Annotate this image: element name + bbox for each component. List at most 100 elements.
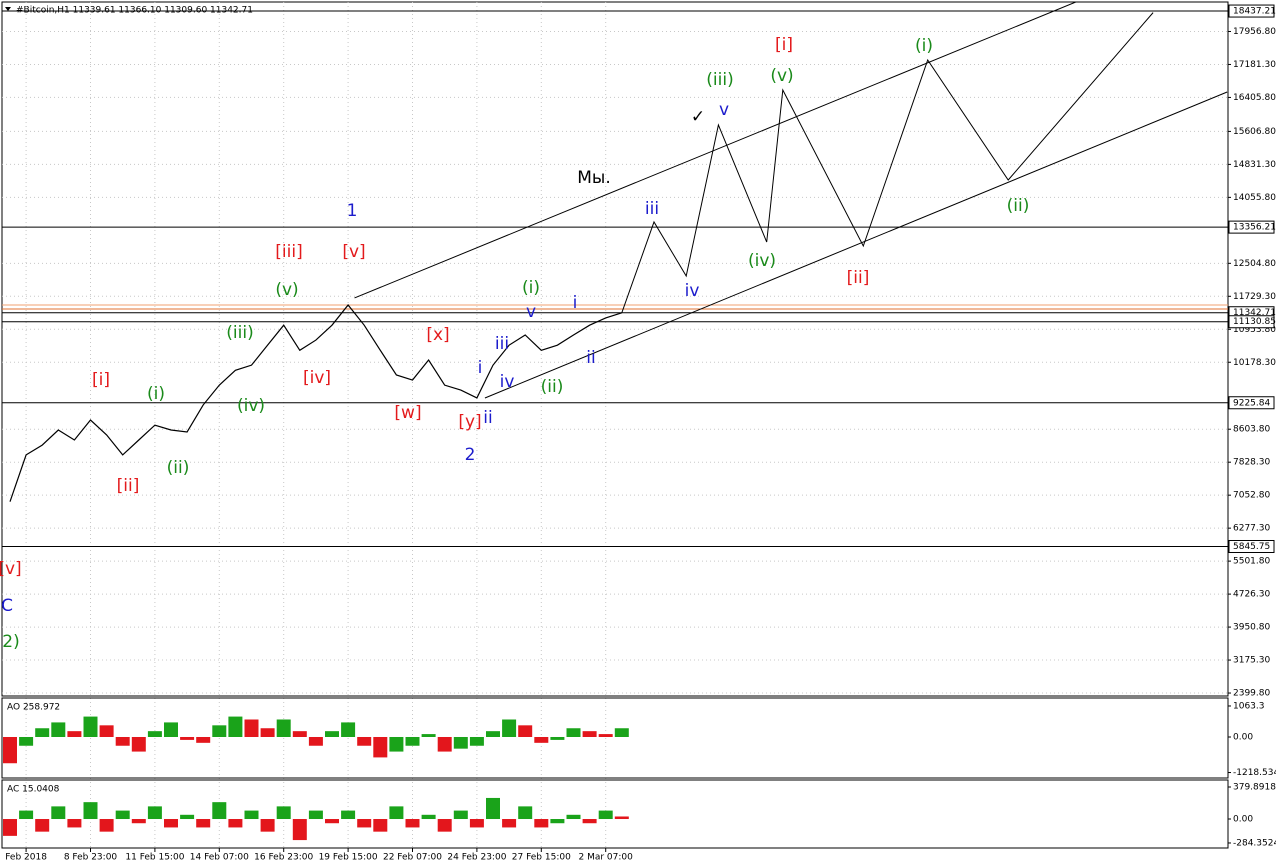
histogram-bar xyxy=(582,731,597,737)
histogram-bar xyxy=(469,819,484,828)
wave-label: [i] xyxy=(775,35,793,55)
level-box xyxy=(1228,220,1275,234)
wave-label: ii xyxy=(483,408,492,428)
wave-label: 1 xyxy=(347,201,358,221)
wave-label: [ii] xyxy=(117,476,140,496)
histogram-bar xyxy=(357,819,372,828)
indicator-title: AC 15.0408 xyxy=(7,785,60,795)
histogram-bar xyxy=(325,819,339,824)
histogram-bar xyxy=(3,819,17,836)
y-tick-label: -1218.534 xyxy=(1233,768,1276,778)
wave-label: (ii) xyxy=(1007,196,1030,216)
histogram-bar xyxy=(180,736,195,740)
wave-label: [i] xyxy=(92,370,110,390)
wave-label: (v) xyxy=(275,280,298,300)
wave-label: (i) xyxy=(915,36,933,56)
y-tick-label: 3950.80 xyxy=(1233,623,1270,633)
level-box xyxy=(1228,315,1275,329)
histogram-bar xyxy=(276,719,291,737)
x-tick-label: 22 Feb 07:00 xyxy=(383,853,442,863)
x-tick-label: 24 Feb 23:00 xyxy=(447,853,506,863)
price-line xyxy=(9,304,622,502)
level-box xyxy=(1228,539,1275,553)
wave-label: (iv) xyxy=(237,396,265,416)
wave-label: 2 xyxy=(465,445,476,465)
histogram-bar xyxy=(325,731,339,737)
wave-label: [v] xyxy=(342,242,365,262)
histogram-bar xyxy=(19,810,34,820)
wave-label: (i) xyxy=(147,384,165,404)
histogram-bar xyxy=(534,819,549,828)
histogram-bar xyxy=(292,731,307,737)
x-tick-label: 27 Feb 15:00 xyxy=(512,853,571,863)
y-tick-label: 7052.80 xyxy=(1233,491,1270,501)
histogram-bar xyxy=(51,806,66,820)
x-tick-label: 11 Feb 15:00 xyxy=(125,853,184,863)
wave-label: [w] xyxy=(394,403,421,423)
y-tick-label: 2399.80 xyxy=(1233,689,1270,699)
level-label: 9225.84 xyxy=(1233,398,1270,408)
histogram-bar xyxy=(550,819,565,824)
histogram-bar xyxy=(260,819,275,832)
level-label: 11342.71 xyxy=(1233,308,1276,318)
histogram-bar xyxy=(486,797,500,820)
histogram-bar xyxy=(550,736,565,740)
histogram-bar xyxy=(83,802,98,820)
wave-label: (ii) xyxy=(541,377,564,397)
wave-label: [ii] xyxy=(847,268,870,288)
wave-label: [y] xyxy=(458,412,481,432)
level-label: 11130.85 xyxy=(1233,317,1276,327)
histogram-bar xyxy=(131,819,146,824)
y-tick-label: 12504.80 xyxy=(1233,259,1276,269)
histogram-bar xyxy=(115,736,130,746)
histogram-bar xyxy=(260,728,275,737)
histogram-bar xyxy=(518,725,533,737)
histogram-bar xyxy=(308,736,323,746)
wave-label: (v) xyxy=(770,66,793,86)
histogram-bar xyxy=(405,736,420,746)
histogram-bar xyxy=(373,819,388,832)
histogram-bar xyxy=(3,736,17,764)
wave-label: v xyxy=(719,100,729,120)
wave-label: [iv] xyxy=(303,368,331,388)
histogram-bar xyxy=(566,814,581,820)
y-tick-label: 0.00 xyxy=(1233,732,1253,742)
histogram-bar xyxy=(502,719,517,737)
wave-label: iii xyxy=(645,199,659,219)
indicator-title: AO 258.972 xyxy=(7,703,60,713)
histogram-bar xyxy=(469,736,484,746)
wave-label: C xyxy=(1,596,13,616)
histogram-bar xyxy=(437,819,452,832)
histogram-bar xyxy=(614,728,629,737)
wave-label: ii xyxy=(586,348,595,368)
histogram-bar xyxy=(486,731,500,737)
histogram-bar xyxy=(228,819,243,828)
histogram-bar xyxy=(196,736,211,743)
histogram-bar xyxy=(99,725,114,737)
panel-frame xyxy=(1,1,1229,697)
histogram-bar xyxy=(341,810,356,820)
channel-line xyxy=(484,91,1228,399)
histogram-bar xyxy=(147,806,162,820)
histogram-bar xyxy=(389,806,404,820)
histogram-bar xyxy=(35,728,50,737)
y-tick-label: 8603.80 xyxy=(1233,425,1270,435)
histogram-bar xyxy=(115,810,130,820)
histogram-bar xyxy=(196,819,211,828)
histogram-bar xyxy=(164,722,178,737)
histogram-bar xyxy=(518,806,533,820)
wave-label: 2) xyxy=(2,632,19,652)
histogram-bar xyxy=(373,736,388,758)
histogram-bar xyxy=(582,819,597,824)
wave-label: Мы. xyxy=(577,168,611,188)
wave-label: (i) xyxy=(522,278,540,298)
chart-title: #Bitcoin,H1 11339.61 11366.10 11309.60 1… xyxy=(16,6,253,16)
wave-label: [x] xyxy=(426,325,449,345)
x-tick-label: 2 Mar 07:00 xyxy=(579,853,634,863)
histogram-bar xyxy=(244,810,259,820)
wave-label: iv xyxy=(500,372,515,392)
histogram-bar xyxy=(421,734,436,737)
histogram-bar xyxy=(180,814,195,820)
histogram-bar xyxy=(405,819,420,828)
